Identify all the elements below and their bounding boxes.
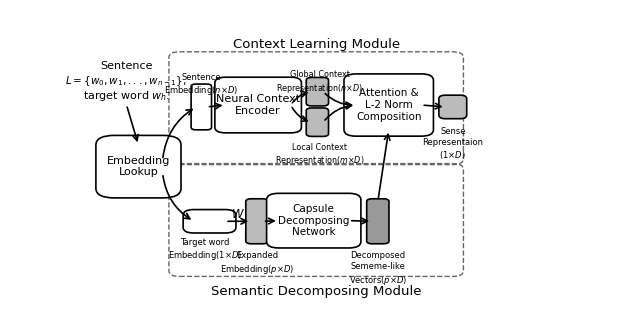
Text: Decomposed
Sememe-like
Vectors($p$×$D$): Decomposed Sememe-like Vectors($p$×$D$) <box>349 251 407 287</box>
Text: Embedding
Lookup: Embedding Lookup <box>107 156 170 178</box>
FancyBboxPatch shape <box>191 84 212 130</box>
Text: $W$: $W$ <box>232 209 245 221</box>
Text: Local Context
Representation($m$×$D$): Local Context Representation($m$×$D$) <box>275 143 364 167</box>
Text: $L = \{w_0, w_1,...,w_{n-1}\},$: $L = \{w_0, w_1,...,w_{n-1}\},$ <box>66 75 187 88</box>
FancyBboxPatch shape <box>367 199 389 244</box>
Text: Capsule
Decomposing
Network: Capsule Decomposing Network <box>278 204 349 237</box>
Text: Target word
Embedding($1$×$D$): Target word Embedding($1$×$D$) <box>168 238 241 262</box>
FancyBboxPatch shape <box>183 210 236 233</box>
Text: Sentence
Embedding($n$×$D$): Sentence Embedding($n$×$D$) <box>164 73 238 97</box>
FancyBboxPatch shape <box>306 78 328 106</box>
Text: Context Learning Module: Context Learning Module <box>233 38 400 51</box>
Text: Neural Context
Encoder: Neural Context Encoder <box>216 94 300 116</box>
Text: Attention &
L-2 Norm
Composition: Attention & L-2 Norm Composition <box>356 88 421 122</box>
Text: Sense
Representaion
($1$×$D$): Sense Representaion ($1$×$D$) <box>422 127 484 161</box>
Text: Semantic Decomposing Module: Semantic Decomposing Module <box>211 285 421 298</box>
Text: Sentence: Sentence <box>100 61 153 71</box>
FancyBboxPatch shape <box>266 193 361 248</box>
FancyBboxPatch shape <box>246 199 268 244</box>
FancyBboxPatch shape <box>215 77 301 133</box>
Text: target word $w_h.$: target word $w_h.$ <box>83 88 170 103</box>
FancyBboxPatch shape <box>439 95 467 119</box>
Text: Expanded
Embedding($p$×$D$): Expanded Embedding($p$×$D$) <box>220 251 294 276</box>
FancyBboxPatch shape <box>306 108 328 136</box>
Text: Global Context
Representation($n$×$D$): Global Context Representation($n$×$D$) <box>276 70 363 95</box>
FancyBboxPatch shape <box>96 135 181 198</box>
FancyBboxPatch shape <box>344 74 434 136</box>
